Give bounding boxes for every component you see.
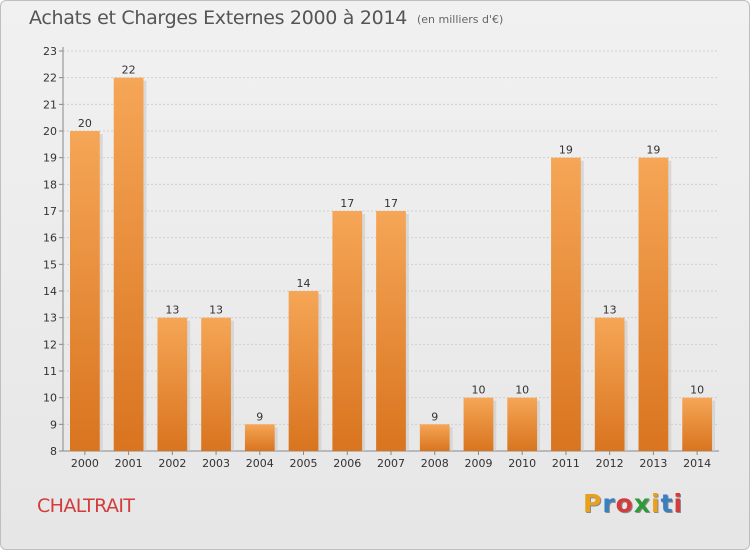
bar-2001 <box>113 77 144 452</box>
bar-2004 <box>244 424 275 451</box>
data-label: 10 <box>515 384 529 397</box>
x-tick-label: 2014 <box>683 457 711 470</box>
y-tick-label: 12 <box>43 338 57 351</box>
data-label: 14 <box>297 277 311 290</box>
y-tick-label: 23 <box>43 45 57 58</box>
bar-2014 <box>682 397 713 451</box>
logo-letter: i <box>673 489 684 518</box>
x-tick-label: 2011 <box>552 457 580 470</box>
y-tick-label: 11 <box>43 365 57 378</box>
x-tick-label: 2010 <box>508 457 536 470</box>
y-tick-label: 17 <box>43 205 57 218</box>
bar-2013 <box>638 157 669 451</box>
data-label: 9 <box>256 410 263 423</box>
proxiti-logo[interactable]: Proxiti <box>583 489 683 518</box>
y-tick-label: 15 <box>43 258 57 271</box>
y-tick-label: 19 <box>43 152 57 165</box>
data-label: 20 <box>78 117 92 130</box>
bar-2008 <box>419 424 450 451</box>
data-label: 19 <box>559 144 573 157</box>
data-label: 13 <box>603 304 617 317</box>
bar-2002 <box>157 317 188 451</box>
chart-subtitle: (en milliers d'€) <box>417 13 504 26</box>
logo-letter: t <box>660 489 674 518</box>
y-tick-label: 20 <box>43 125 57 138</box>
x-tick-label: 2008 <box>421 457 449 470</box>
logo-letter: r <box>602 489 616 518</box>
bar-2012 <box>594 317 625 451</box>
logo-letter: x <box>633 489 651 518</box>
logo-letter: o <box>615 489 634 518</box>
logo-letter: i <box>651 489 661 518</box>
y-tick-label: 8 <box>50 445 57 458</box>
bars <box>69 77 716 452</box>
y-tick-label: 9 <box>50 418 57 431</box>
bar-2000 <box>69 131 100 451</box>
town-name: CHALTRAIT <box>37 495 135 517</box>
x-tick-label: 2005 <box>290 457 318 470</box>
y-tick-label: 16 <box>43 232 57 245</box>
bar-2009 <box>463 397 494 451</box>
x-tick-label: 2012 <box>596 457 624 470</box>
x-tick-label: 2001 <box>115 457 143 470</box>
x-tick-label: 2007 <box>377 457 405 470</box>
data-label: 10 <box>690 384 704 397</box>
bar-2007 <box>376 211 406 451</box>
x-tick-label: 2013 <box>639 457 667 470</box>
y-tick-label: 18 <box>43 178 57 191</box>
bar-2011 <box>551 157 581 451</box>
y-tick-label: 10 <box>43 392 57 405</box>
data-label: 13 <box>165 304 179 317</box>
data-label: 9 <box>431 410 438 423</box>
logo-letter: P <box>583 489 603 518</box>
data-label: 22 <box>122 64 136 77</box>
y-tick-label: 22 <box>43 72 57 85</box>
data-label: 19 <box>646 144 660 157</box>
bar-2006 <box>332 211 363 451</box>
data-label: 13 <box>209 304 223 317</box>
x-tick-label: 2006 <box>333 457 361 470</box>
x-tick-label: 2004 <box>246 457 274 470</box>
chart-title: Achats et Charges Externes 2000 à 2014 <box>29 7 408 29</box>
x-tick-label: 2009 <box>464 457 492 470</box>
data-label: 17 <box>340 197 354 210</box>
x-tick-label: 2002 <box>158 457 186 470</box>
data-label: 17 <box>384 197 398 210</box>
data-label: 10 <box>471 384 485 397</box>
bar-2005 <box>288 291 319 451</box>
x-tick-label: 2000 <box>71 457 99 470</box>
bar-2003 <box>201 317 231 451</box>
x-tick-label: 2003 <box>202 457 230 470</box>
y-tick-label: 13 <box>43 312 57 325</box>
y-tick-label: 21 <box>43 98 57 111</box>
y-tick-label: 14 <box>43 285 57 298</box>
bar-2010 <box>507 397 538 451</box>
labels: 8 9 10 11 12 13 14 15 16 17 18 19 20 21 22 23 20 2000 22 20… <box>43 45 711 470</box>
